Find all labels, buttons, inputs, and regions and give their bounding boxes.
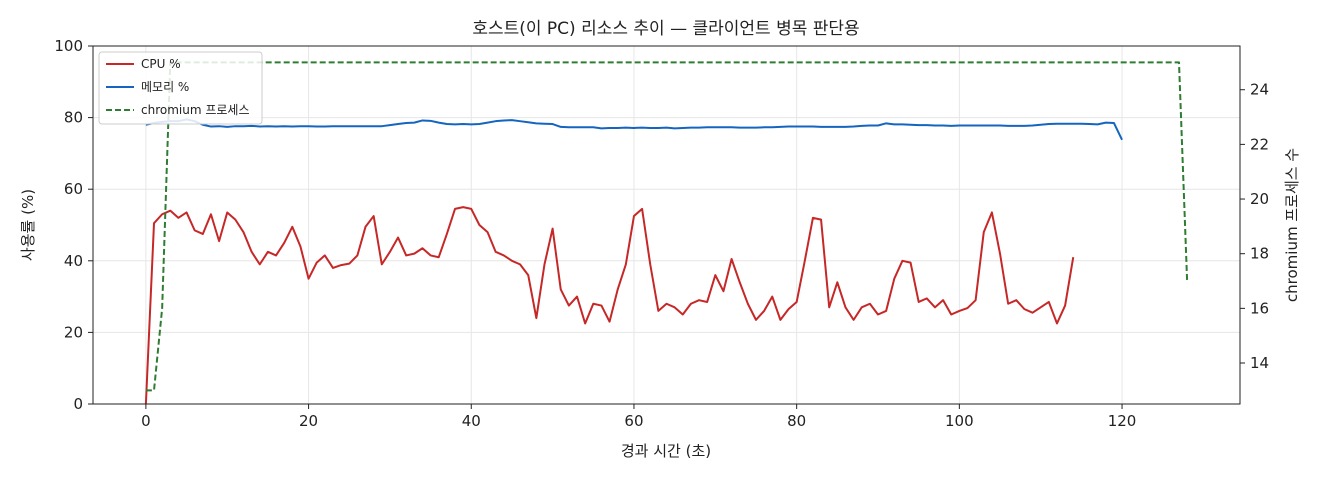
y2-tick-label: 14 — [1250, 354, 1269, 372]
x-axis: 0 20 40 60 80 100 120 — [141, 404, 1136, 430]
y-tick-label: 60 — [64, 180, 83, 198]
legend-box — [98, 51, 263, 125]
memory-series-line — [145, 118, 1123, 141]
plot-frame — [92, 45, 1241, 405]
chart-title: 호스트(이 PC) 리소스 추이 — 클라이언트 병목 판단용 — [472, 19, 859, 39]
cpu-series-line — [144, 206, 1075, 405]
x-tick-label: 20 — [299, 412, 318, 430]
y2-tick-label: 24 — [1250, 81, 1269, 99]
legend-label-chromium: chromium 프로세스 — [141, 103, 250, 117]
series-layer — [144, 61, 1189, 405]
x-tick-label: 80 — [787, 412, 806, 430]
x-tick-label: 60 — [624, 412, 643, 430]
legend-label-memory: 메모리 % — [141, 80, 189, 94]
y-tick-label: 20 — [64, 323, 83, 341]
y-tick-label: 100 — [54, 37, 83, 55]
y2-tick-label: 22 — [1250, 135, 1269, 153]
chromium-series-line — [145, 61, 1189, 392]
x-tick-label: 100 — [945, 412, 974, 430]
x-tick-label: 0 — [141, 412, 151, 430]
x-tick-label: 120 — [1108, 412, 1137, 430]
legend: CPU % 메모리 % chromium 프로세스 — [98, 51, 263, 125]
y-axis-label: 사용률 (%) — [19, 189, 37, 261]
y-axis-left: 0 20 40 60 80 100 — [54, 37, 93, 413]
x-tick-label: 40 — [462, 412, 481, 430]
y2-axis-label: chromium 프로세스 수 — [1283, 148, 1301, 302]
y-axis-right: 14 16 18 20 22 24 — [1240, 81, 1269, 372]
y2-tick-label: 20 — [1250, 190, 1269, 208]
y-tick-label: 0 — [73, 395, 83, 413]
x-axis-label: 경과 시간 (초) — [621, 442, 711, 460]
y2-tick-label: 16 — [1250, 299, 1269, 317]
y-tick-label: 40 — [64, 252, 83, 270]
y2-tick-label: 18 — [1250, 245, 1269, 263]
legend-label-cpu: CPU % — [141, 57, 181, 71]
y-tick-label: 80 — [64, 109, 83, 127]
